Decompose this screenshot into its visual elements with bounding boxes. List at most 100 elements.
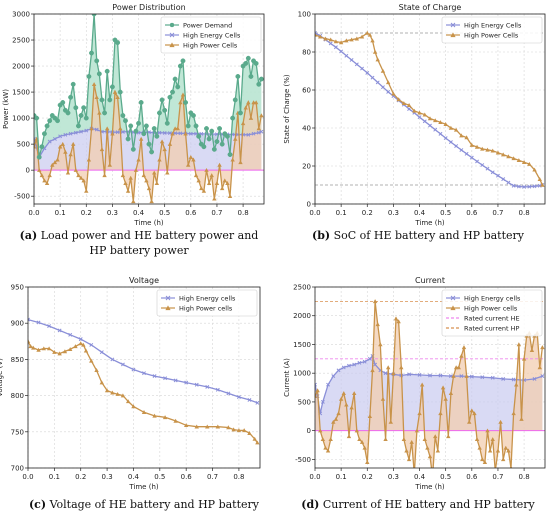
he-series-point [47,139,52,144]
hp-soc-point [412,108,417,113]
hp-series-point [165,170,170,175]
he-current-point [352,362,357,367]
hp-current-point [469,408,475,413]
hp-current-point [487,448,493,453]
he-soc-point [537,183,542,188]
he-voltage-point [89,342,94,347]
hp-current-point [370,368,375,373]
legend: High Energy cells High Power cells Rated c… [441,289,543,337]
hp-current-point [485,428,490,433]
hp-series-point [107,162,112,167]
hp-current-point [500,457,506,462]
hp-current-point [393,316,399,321]
demand-series-point [170,89,175,95]
hp-current-point [378,342,383,347]
hp-series-point [240,121,246,126]
hp-current-point [331,419,336,424]
he-soc-point [516,184,521,189]
x-axis-label: Time (h) [133,219,164,227]
x-tick-label: 0.7 [211,209,222,217]
he-series-point [52,136,57,141]
legend-label: High Power cells [464,305,518,313]
hp-series-point [170,131,175,136]
hp-voltage-point [152,413,157,418]
hp-current-point [367,414,373,419]
demand-series-point [214,139,220,144]
hp-soc-point [380,68,386,73]
chart-title: Power Distribution [112,3,185,12]
hp-current-point [359,439,365,444]
hp-series-point [131,199,136,204]
hp-current-point [346,434,352,439]
hp-current-point [325,448,331,453]
hp-soc-point [516,158,522,163]
hp-series-point [120,173,126,178]
y-tick-label: 850 [11,356,24,364]
hp-voltage-point [81,342,86,347]
demand-series-point [83,115,89,121]
hp-current-point [467,419,472,424]
he-soc-point [522,184,527,189]
hp-current-point [443,396,448,401]
he-soc-point [386,89,391,94]
he-soc-point [407,107,412,111]
hp-series-line [34,84,263,202]
hp-series-point [199,186,204,191]
hp-series-point [209,173,214,178]
demand-series-point [183,100,189,105]
hp-series-point [97,110,102,115]
x-tick-label: 0.2 [362,473,373,481]
demand-series-point [78,113,84,118]
he-series-point [73,130,78,135]
hp-current-point [323,445,328,450]
x-tick-label: 0.1 [55,209,66,217]
hp-current-point [456,365,461,370]
x-axis-label: Time (h) [414,219,445,227]
he-series-point [115,130,120,135]
hp-voltage-point [94,368,99,373]
hp-current-point [511,411,516,416]
hp-current-point [338,396,344,401]
demand-series-line [34,14,262,158]
hp-series-point [57,144,63,149]
demand-series-point [99,97,105,103]
hp-current-point [349,405,354,410]
he-current-point [383,371,388,376]
hp-soc-point [511,156,516,161]
hp-current-point [472,411,477,416]
he-current-point [341,365,346,370]
he-current-point [417,372,422,377]
plot-frame [33,13,265,205]
hp-current-point [438,411,443,416]
he-current-point [459,374,464,379]
he-voltage-point [194,382,199,387]
hp-current-point [503,445,508,450]
he-current-point [326,382,331,387]
demand-series-point [141,131,147,137]
legend-marker [169,22,175,28]
hp-current-point [357,437,362,442]
hp-voltage-point [57,351,62,356]
hp-series-point [110,131,115,136]
demand-series-point [39,144,45,150]
hp-soc-point [459,133,464,138]
y-tick-label: 3000 [12,11,30,19]
legend-label: High Energy cells [464,295,521,303]
hp-series-point [60,141,65,146]
he-series-point [246,132,251,137]
hp-series-point [144,178,149,183]
hp-current-point [380,396,386,401]
he-soc-point [354,62,359,67]
hp-soc-point [367,32,373,37]
demand-series-point [167,94,173,100]
x-tick-label: 0.0 [309,473,320,481]
hp-voltage-point [31,345,36,350]
demand-series-point [115,40,121,46]
he-current-point [490,375,495,380]
demand-series-point [230,115,236,121]
hp-series-point [86,157,92,162]
legend: High Energy Cells High Power Cells [441,16,543,44]
hp-series-point [183,131,188,136]
demand-series-point [117,89,123,95]
chart-title: State of Charge [399,3,462,12]
